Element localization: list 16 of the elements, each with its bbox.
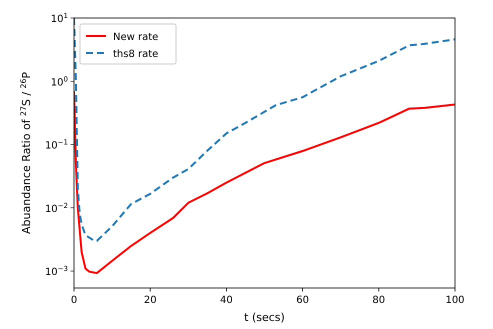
legend-label: New rate bbox=[113, 32, 158, 43]
y-tick-label: 10$^{1}$ bbox=[50, 12, 68, 25]
x-tick-label: 60 bbox=[296, 295, 309, 306]
x-tick-label: 80 bbox=[372, 295, 386, 306]
y-tick-label: 10$^{−2}$ bbox=[44, 202, 68, 215]
y-tick-label: 10$^{−3}$ bbox=[44, 265, 68, 278]
x-axis-title: t (secs) bbox=[244, 311, 285, 324]
y-tick-label: 10$^{0}$ bbox=[50, 75, 68, 88]
legend-label: ths8 rate bbox=[113, 49, 158, 60]
x-tick-label: 100 bbox=[445, 295, 465, 306]
x-tick-label: 0 bbox=[70, 295, 78, 306]
x-tick-label: 40 bbox=[220, 295, 233, 306]
y-tick-label: 10$^{−1}$ bbox=[44, 138, 68, 152]
line-series bbox=[74, 18, 455, 242]
x-tick-label: 20 bbox=[144, 295, 157, 306]
line-series bbox=[74, 90, 455, 274]
